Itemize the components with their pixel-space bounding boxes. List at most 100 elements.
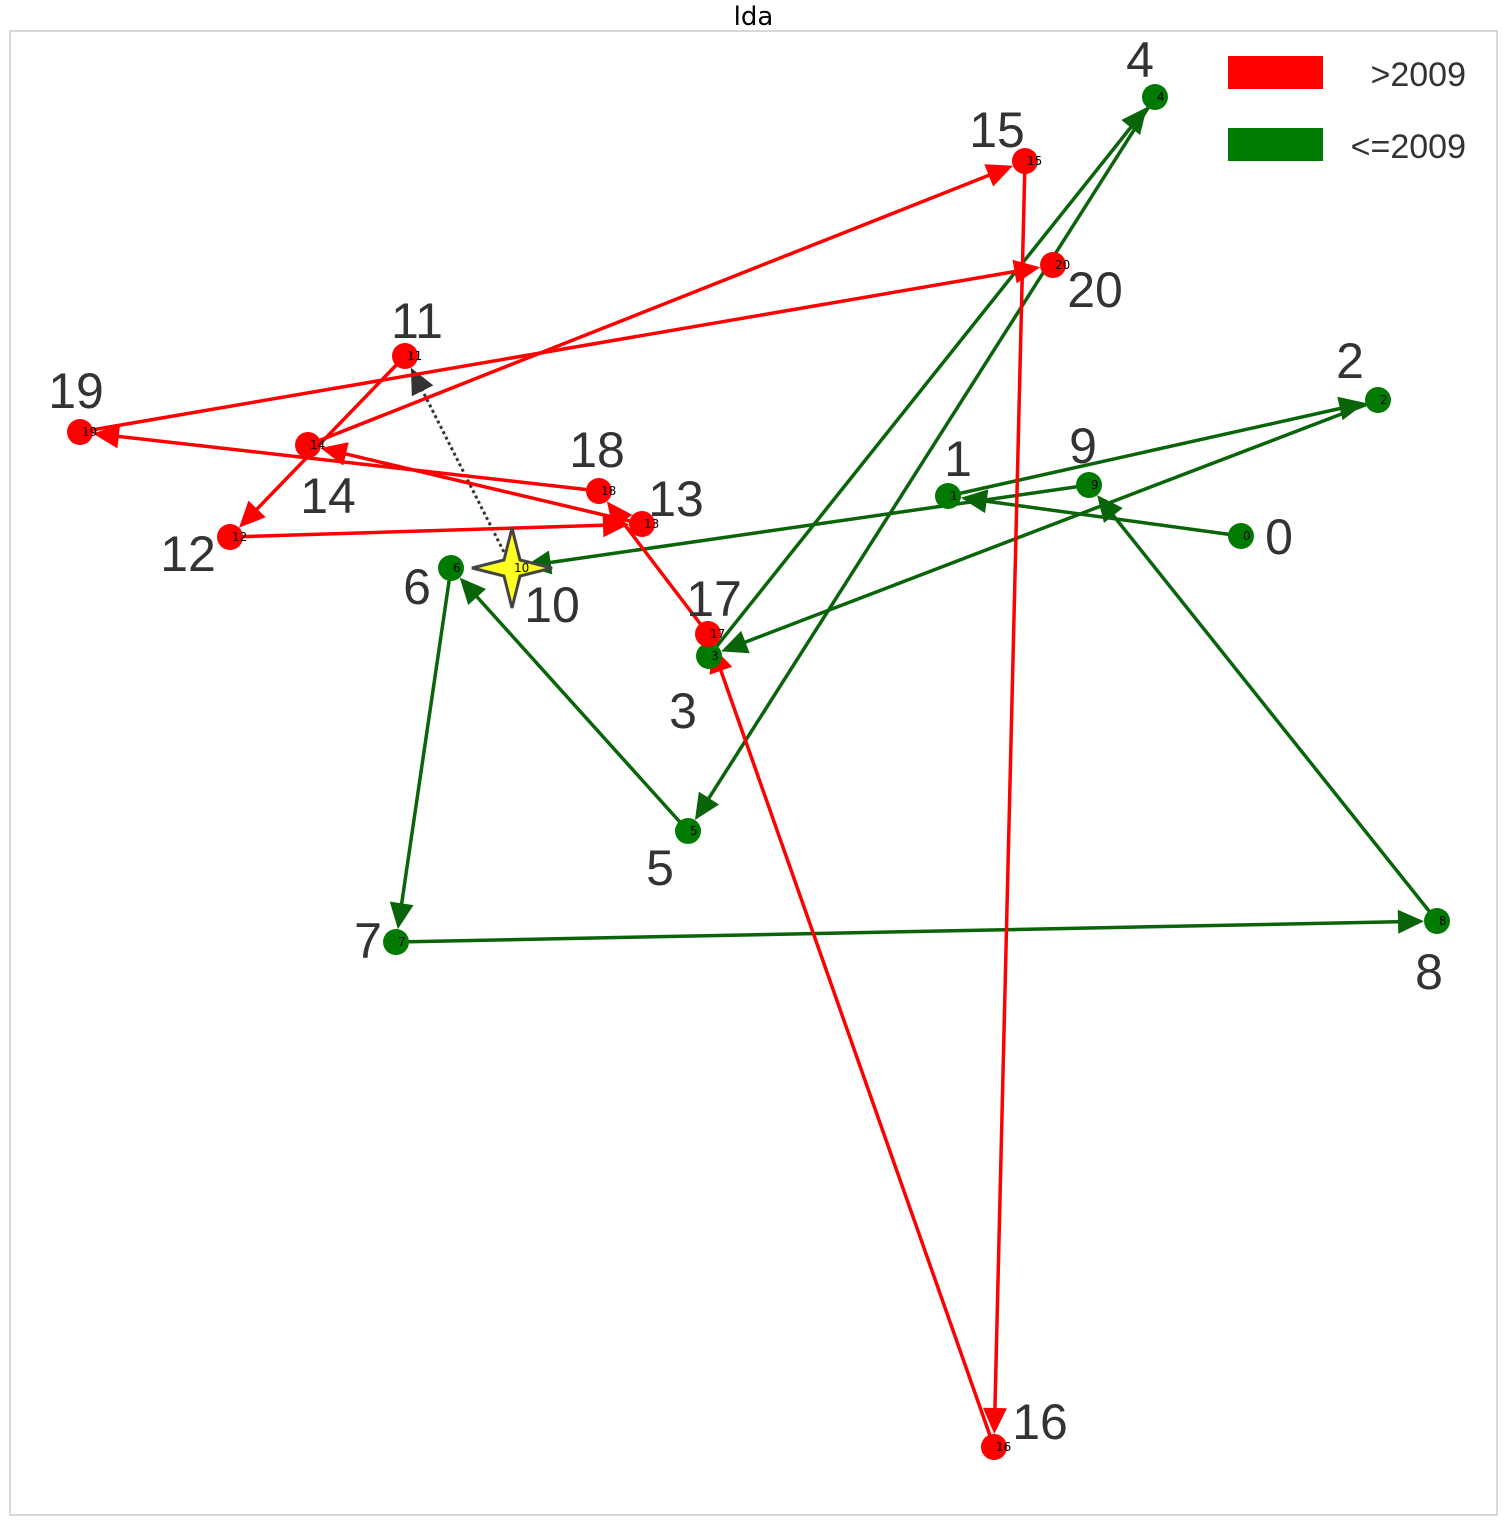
node-label-13: 13	[648, 471, 704, 527]
node-small-label-1: 1	[950, 489, 958, 503]
node-marker-18	[586, 478, 612, 504]
node-marker-6	[438, 555, 464, 581]
node-label-14: 14	[300, 468, 356, 524]
node-marker-5	[675, 818, 701, 844]
node-label-11: 11	[391, 293, 443, 349]
node-label-17: 17	[686, 571, 742, 627]
edge-4-5	[705, 96, 1157, 803]
node-label-3: 3	[669, 683, 697, 739]
node-marker-3	[696, 643, 722, 669]
arrowhead-18-19	[92, 424, 121, 449]
node-small-label-18: 18	[601, 484, 616, 498]
node-label-0: 0	[1265, 509, 1293, 565]
node-marker-9	[1076, 472, 1102, 498]
arrowhead-15-16	[982, 1407, 1007, 1435]
arrowhead-17-18	[606, 501, 633, 530]
node-label-18: 18	[569, 422, 625, 478]
node-small-label-0: 0	[1243, 529, 1251, 543]
node-marker-13	[629, 511, 655, 537]
node-label-8: 8	[1415, 944, 1443, 1000]
arrowhead-5-6	[459, 577, 487, 606]
chart-title: lda	[733, 2, 774, 32]
node-marker-14	[295, 432, 321, 458]
legend-label-1: <=2009	[1351, 128, 1466, 166]
node-marker-19	[67, 419, 93, 445]
node-small-label-8: 8	[1439, 914, 1447, 928]
node-label-19: 19	[48, 363, 104, 419]
arrowhead-13-14	[320, 442, 349, 466]
node-small-label-11: 11	[407, 349, 422, 363]
arrowhead-19-20	[1012, 259, 1041, 284]
legend: >2009 <=2009	[1228, 56, 1466, 166]
node-marker-11	[392, 343, 418, 369]
node-marker-7	[383, 929, 409, 955]
arrowhead-11-12	[239, 500, 266, 528]
node-label-12: 12	[160, 526, 216, 582]
node-small-label-3: 3	[711, 649, 719, 663]
node-small-label-20: 20	[1055, 258, 1070, 272]
node-small-label-7: 7	[398, 935, 406, 949]
node-marker-4	[1142, 84, 1168, 110]
node-small-label-16: 16	[996, 1440, 1011, 1454]
edge-9-10	[546, 483, 1090, 565]
node-label-10: 10	[524, 577, 580, 633]
node-small-label-13: 13	[644, 517, 659, 531]
edge-5-6	[473, 592, 690, 833]
node-marker-16	[981, 1434, 1007, 1460]
node-marker-20	[1040, 252, 1066, 278]
node-marker-12	[217, 524, 243, 550]
node-marker-15	[1012, 148, 1038, 174]
edge-12-13	[229, 523, 608, 539]
node-small-label-19: 19	[82, 425, 97, 439]
edge-2-3	[741, 398, 1379, 646]
node-label-2: 2	[1336, 333, 1364, 389]
legend-swatch-0	[1228, 56, 1323, 89]
edge-6-7	[399, 567, 453, 908]
arrowhead-7-8	[1397, 909, 1425, 934]
edge-0-1	[982, 499, 1242, 538]
node-label-4: 4	[1126, 32, 1154, 88]
node-marker-8	[1424, 908, 1450, 934]
node-marker-2	[1365, 387, 1391, 413]
node-small-label-15: 15	[1027, 154, 1042, 168]
arrowhead-8-9	[1097, 495, 1123, 523]
arrowhead-2-3	[721, 630, 750, 654]
axes-frame	[9, 30, 1498, 1516]
node-small-label-6: 6	[453, 561, 461, 575]
edge-3-4	[707, 123, 1135, 658]
edge-18-19	[114, 434, 600, 493]
edge-13-14	[341, 451, 643, 526]
node-small-label-5: 5	[690, 824, 698, 838]
arrowhead-14-15	[984, 164, 1013, 187]
edge-17-18	[618, 517, 710, 636]
node-small-label-14: 14	[310, 438, 325, 452]
arrowhead-4-5	[694, 791, 720, 821]
node-small-label-10: 10	[514, 561, 529, 575]
arrowhead-3-4	[1121, 107, 1147, 135]
node-label-20: 20	[1067, 262, 1123, 318]
node-label-16: 16	[1012, 1394, 1068, 1450]
node-marker-0	[1228, 523, 1254, 549]
node-small-label-2: 2	[1380, 393, 1388, 407]
node-label-5: 5	[646, 840, 674, 896]
node-label-6: 6	[403, 559, 431, 615]
edges-layer	[79, 96, 1439, 1448]
edge-19-20	[79, 269, 1019, 434]
edge-15-16	[993, 160, 1027, 1413]
arrowhead-6-7	[389, 901, 414, 930]
node-marker-1	[935, 483, 961, 509]
legend-swatch-1	[1228, 128, 1323, 161]
edge-8-9	[1109, 511, 1439, 923]
node-label-1: 1	[944, 431, 972, 487]
node-small-label-12: 12	[232, 530, 247, 544]
legend-label-0: >2009	[1371, 56, 1467, 94]
edge-10-11	[419, 386, 514, 569]
edge-16-17	[717, 666, 996, 1448]
node-small-label-9: 9	[1091, 478, 1099, 492]
node-label-9: 9	[1069, 418, 1097, 474]
node-marker-17	[695, 621, 721, 647]
edge-14-15	[307, 172, 994, 447]
node-small-label-17: 17	[710, 627, 725, 641]
